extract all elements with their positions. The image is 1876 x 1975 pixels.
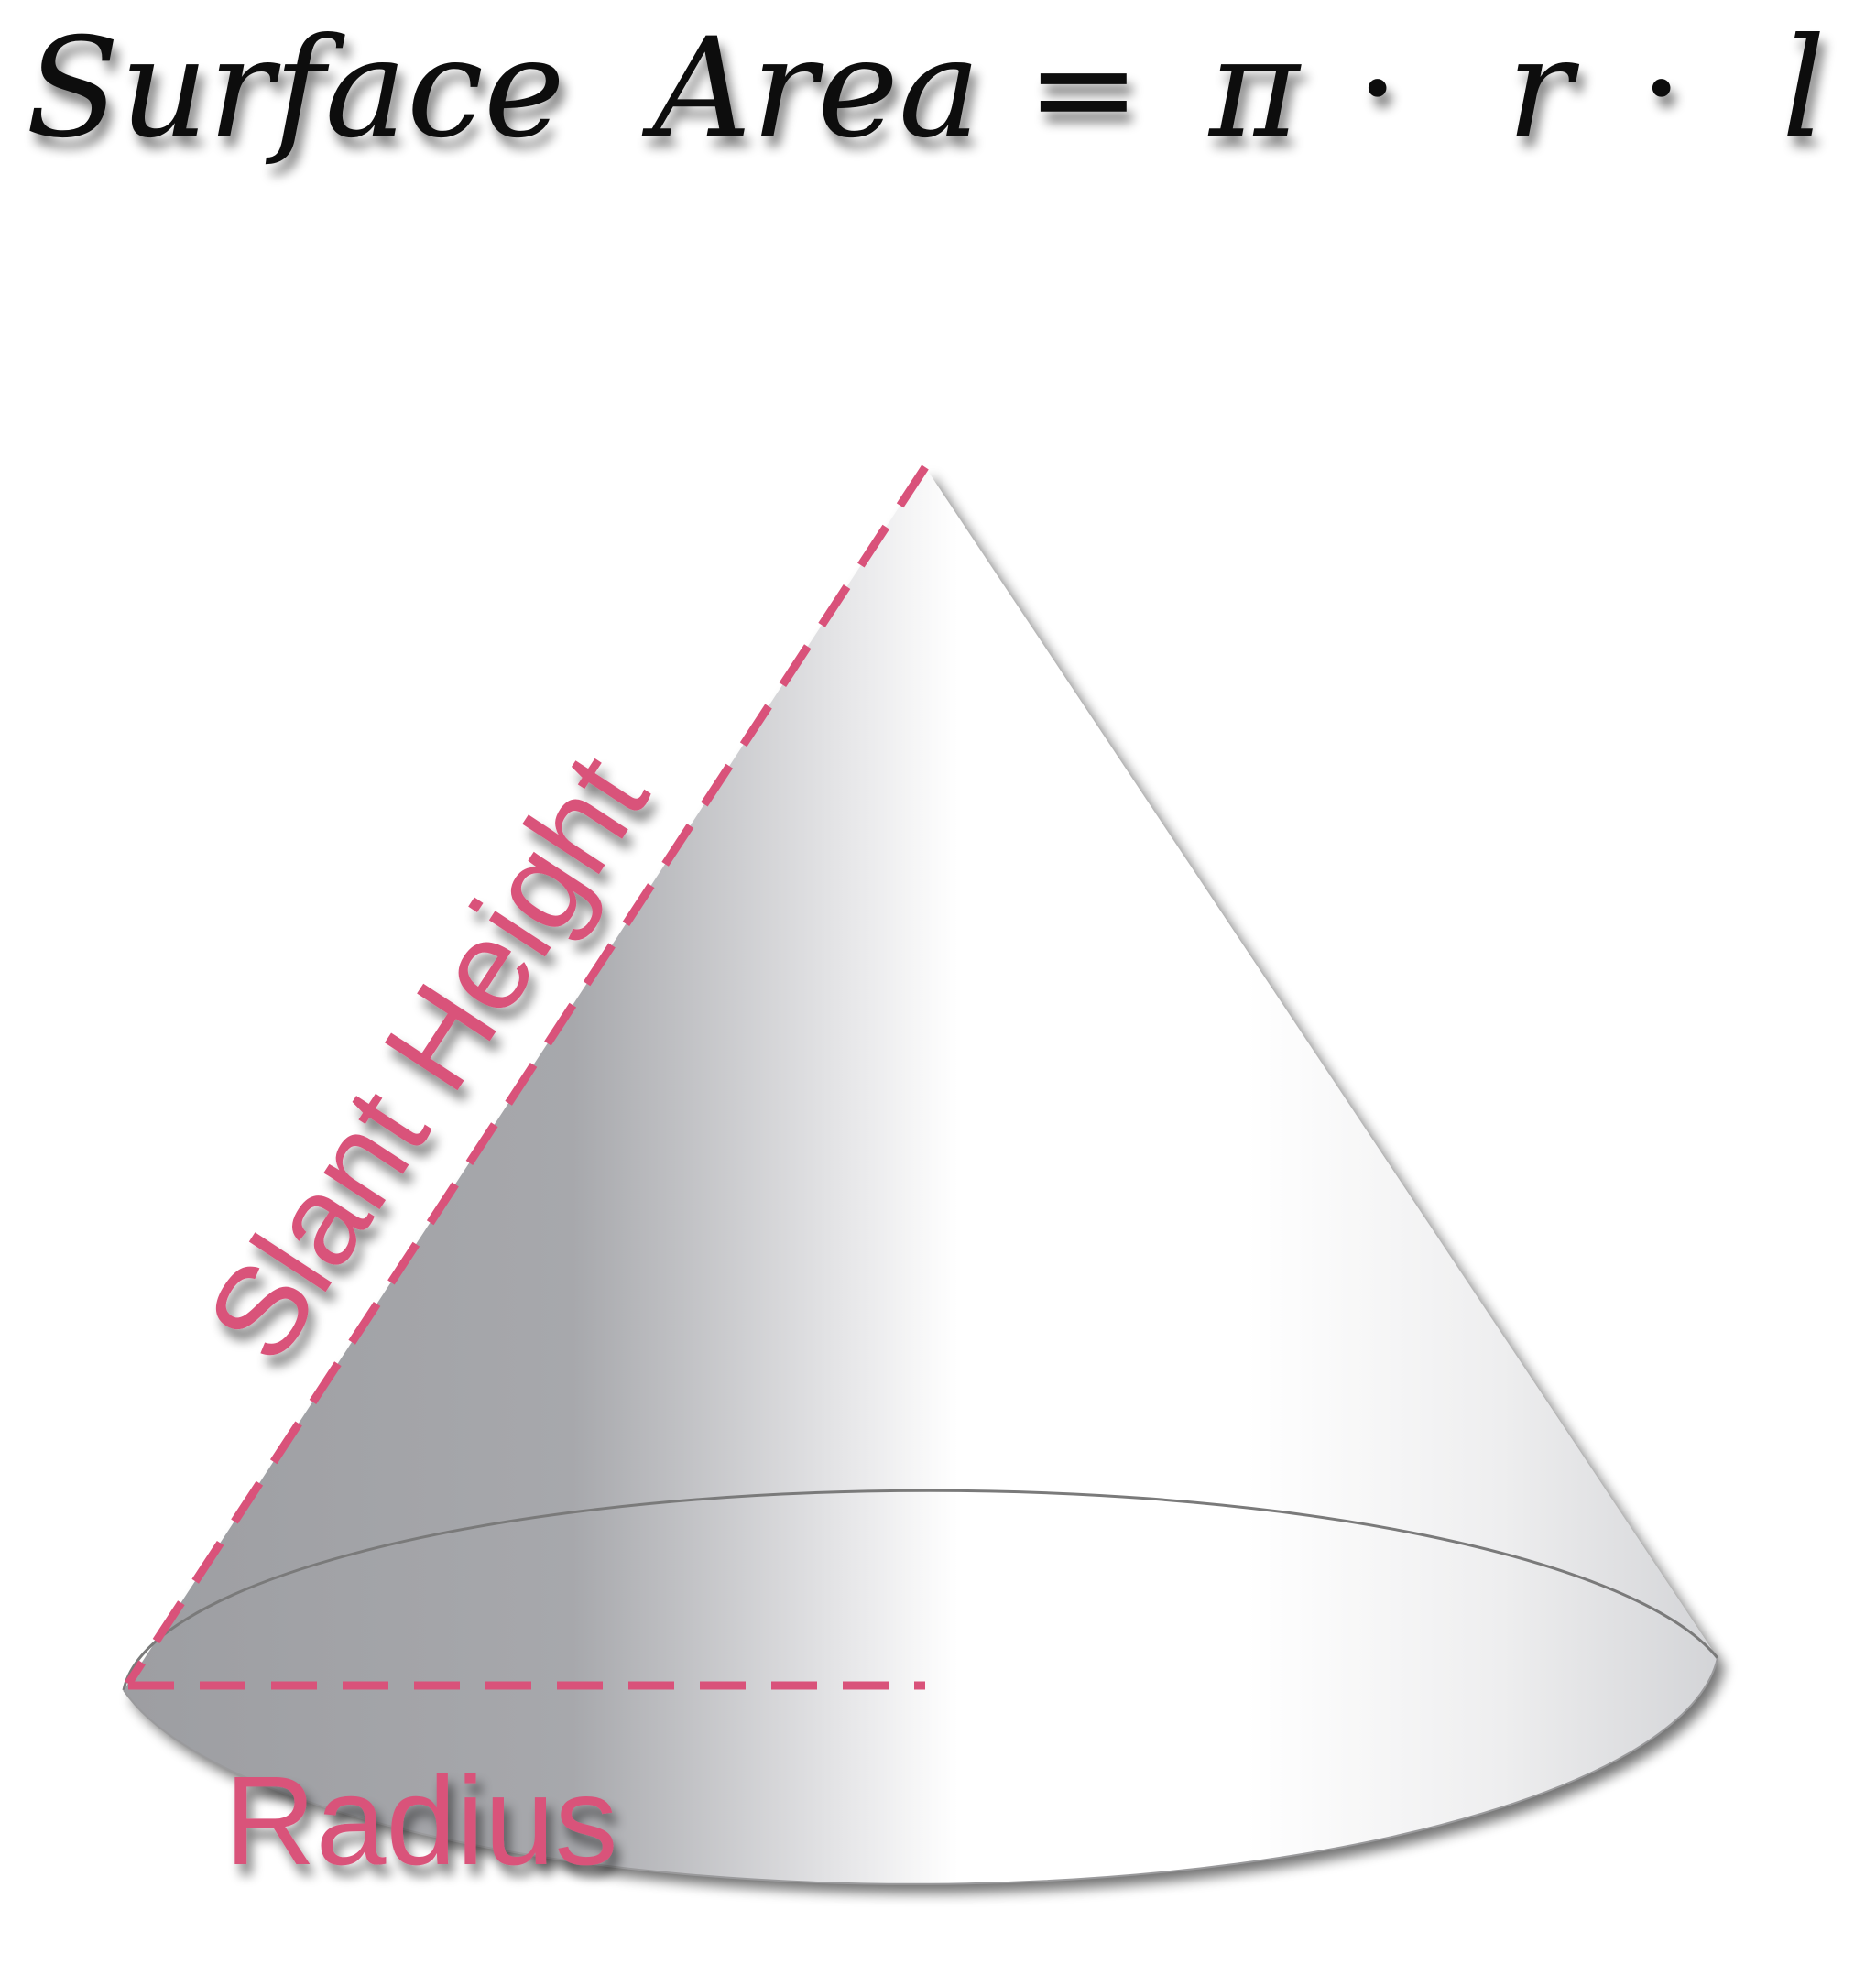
cone-surface — [124, 467, 1718, 1884]
formula: Surface Area = π · r · l — [26, 9, 1826, 169]
formula-dot-2: · — [1640, 9, 1684, 169]
formula-equals: = — [1026, 9, 1141, 169]
radius-label: Radius — [224, 1751, 618, 1892]
formula-dot-1: · — [1356, 9, 1400, 169]
cone — [122, 467, 1719, 1885]
cone-base-rim — [122, 1489, 1719, 1691]
formula-pi: π — [1207, 9, 1302, 169]
formula-lhs: Surface Area — [26, 9, 980, 169]
slant-height-line — [125, 464, 929, 1686]
formula-r: r — [1507, 9, 1580, 169]
cone-base-front-edge — [123, 1657, 1718, 1885]
formula-l: l — [1782, 9, 1826, 169]
